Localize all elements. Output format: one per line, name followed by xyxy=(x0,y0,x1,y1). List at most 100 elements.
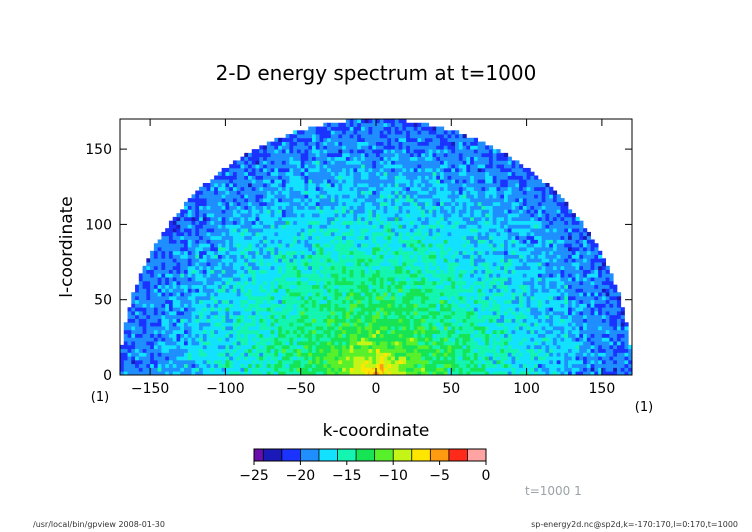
heat-cell xyxy=(217,247,223,252)
heat-cell xyxy=(353,371,358,375)
heat-cell xyxy=(496,273,501,278)
heat-cell xyxy=(240,359,245,365)
heat-cell xyxy=(142,337,147,342)
heat-cell xyxy=(168,292,174,297)
heat-cell xyxy=(327,337,332,342)
heat-cell xyxy=(232,363,238,368)
heat-cell xyxy=(424,247,430,252)
heat-cell xyxy=(364,265,369,270)
heat-cell xyxy=(244,329,249,334)
heat-cell xyxy=(601,262,607,267)
heat-cell xyxy=(372,239,377,244)
heat-cell xyxy=(492,341,497,346)
heat-cell xyxy=(278,303,283,308)
heat-cell xyxy=(541,250,546,255)
heat-cell xyxy=(485,352,490,357)
heat-cell xyxy=(500,322,505,327)
heat-cell xyxy=(278,318,283,323)
heat-cell xyxy=(176,239,181,244)
heat-cell xyxy=(473,284,479,289)
heat-cell xyxy=(552,359,558,365)
heat-cell xyxy=(161,288,166,293)
heat-cell xyxy=(285,243,290,248)
heat-cell xyxy=(150,258,155,263)
heat-cell xyxy=(586,348,591,353)
heat-cell xyxy=(594,371,599,375)
heat-cell xyxy=(191,307,196,312)
heat-cell xyxy=(458,344,463,350)
heat-cell xyxy=(289,314,294,319)
heat-cell xyxy=(526,243,531,248)
heat-cell xyxy=(342,333,347,338)
heat-cell xyxy=(142,314,147,319)
heat-cell xyxy=(293,277,298,282)
heat-cell xyxy=(248,356,253,361)
heat-cell xyxy=(443,348,448,353)
heat-cell xyxy=(402,254,407,259)
heat-cell xyxy=(409,363,415,368)
heat-cell xyxy=(417,258,422,263)
heat-cell xyxy=(443,344,448,350)
heat-cell xyxy=(225,265,230,270)
heat-cell xyxy=(398,371,403,375)
heat-cell xyxy=(376,280,381,286)
heat-cell xyxy=(568,329,573,334)
heat-cell xyxy=(549,295,554,301)
heat-cell xyxy=(202,295,207,301)
heat-cell xyxy=(594,292,599,297)
heat-cell xyxy=(278,359,283,365)
heat-cell xyxy=(511,322,516,327)
heat-cell xyxy=(184,262,189,267)
heat-cell xyxy=(552,363,558,368)
heat-cell xyxy=(274,265,279,270)
heat-cell xyxy=(530,247,535,252)
heat-cell xyxy=(150,273,155,278)
heat-cell xyxy=(300,292,305,297)
heat-cell xyxy=(357,311,362,316)
heat-cell xyxy=(496,371,501,375)
heat-cell xyxy=(564,337,569,342)
heat-cell xyxy=(447,303,452,308)
heat-cell xyxy=(443,303,448,308)
heat-cell xyxy=(248,235,253,240)
heat-cell xyxy=(613,371,618,375)
heat-cell xyxy=(289,277,294,282)
heat-cell xyxy=(300,228,305,233)
heat-cell xyxy=(251,250,256,255)
heat-cell xyxy=(522,273,527,278)
heat-cell xyxy=(579,295,584,301)
heat-cell xyxy=(315,341,320,346)
heat-cell xyxy=(127,352,132,357)
heat-cell xyxy=(165,247,170,252)
heat-cell xyxy=(462,250,467,255)
heat-cell xyxy=(458,292,463,297)
heat-cell xyxy=(259,348,264,353)
heat-cell xyxy=(417,341,422,346)
heat-cell xyxy=(549,235,554,240)
heat-cell xyxy=(413,265,418,270)
heat-cell xyxy=(616,333,622,338)
heat-cell xyxy=(349,254,354,259)
heat-cell xyxy=(440,254,445,259)
heat-cell xyxy=(470,292,475,297)
heat-cell xyxy=(383,277,388,282)
heat-cell xyxy=(564,299,569,304)
heat-cell xyxy=(266,329,271,334)
heat-cell xyxy=(481,307,486,312)
heat-cell xyxy=(455,269,460,274)
heat-cell xyxy=(289,288,294,293)
heat-cell xyxy=(549,231,554,237)
heat-cell xyxy=(549,250,554,255)
heat-cell xyxy=(364,280,369,286)
heat-cell xyxy=(232,341,238,346)
heat-cell xyxy=(458,295,463,301)
heat-cell xyxy=(432,318,437,323)
heat-cell xyxy=(586,280,591,286)
heat-cell xyxy=(545,337,550,342)
heat-cell xyxy=(138,363,143,368)
heat-cell xyxy=(221,299,226,304)
heat-cell xyxy=(157,265,162,270)
heat-cell xyxy=(142,295,147,301)
heat-cell xyxy=(443,333,448,338)
heat-cell xyxy=(278,348,283,353)
